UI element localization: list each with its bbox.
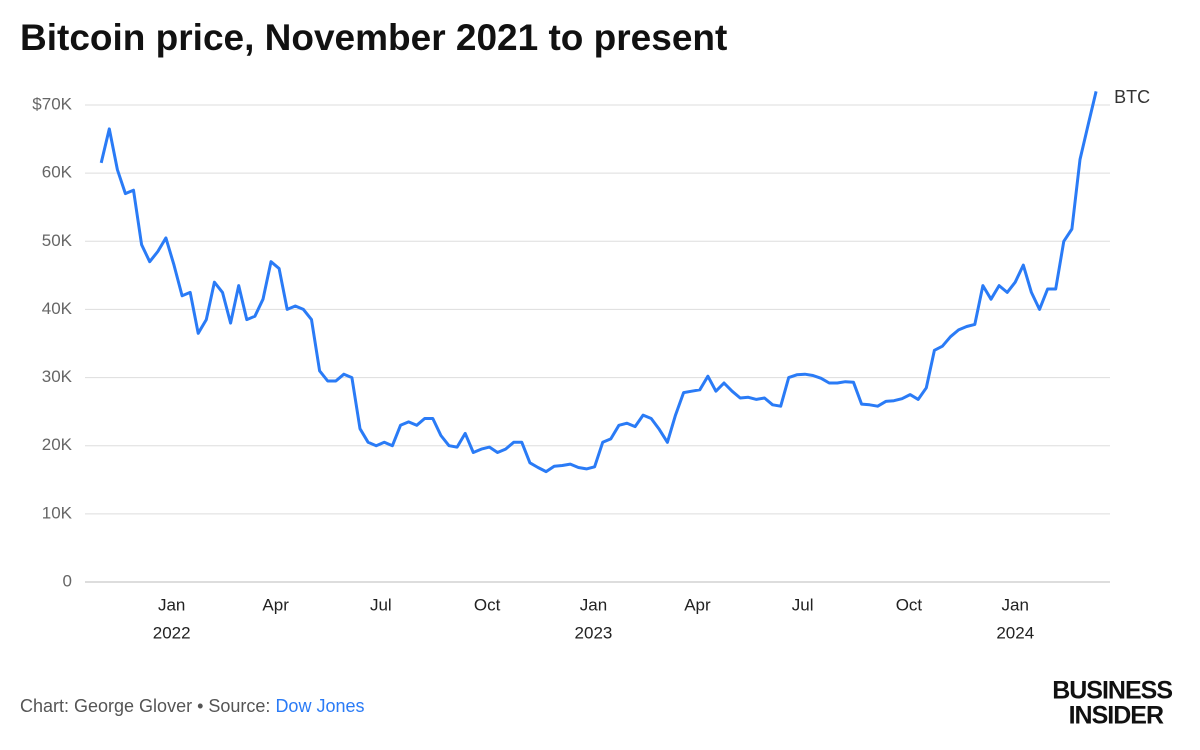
series-label: BTC bbox=[1114, 87, 1150, 107]
logo: INSIDER bbox=[1069, 702, 1164, 730]
y-tick-label: 60K bbox=[42, 163, 73, 182]
chart-title: Bitcoin price, November 2021 to present bbox=[20, 17, 727, 58]
x-tick-label: Oct bbox=[896, 595, 923, 614]
x-tick-label: Apr bbox=[262, 595, 289, 614]
x-year-label: 2024 bbox=[996, 623, 1034, 642]
source-link[interactable]: Dow Jones bbox=[275, 696, 364, 716]
credit-text: Chart: George Glover • Source: bbox=[20, 696, 270, 716]
y-tick-label: 50K bbox=[42, 231, 73, 250]
credit: Chart: George Glover • Source: Dow Jones bbox=[20, 696, 364, 716]
x-year-label: 2023 bbox=[575, 623, 613, 642]
x-tick-label: Oct bbox=[474, 595, 501, 614]
y-tick-label: 40K bbox=[42, 299, 73, 318]
logo: BUSINESS bbox=[1052, 677, 1172, 705]
x-tick-label: Jul bbox=[792, 595, 814, 614]
y-tick-label: 10K bbox=[42, 503, 73, 522]
y-tick-label: $70K bbox=[32, 94, 72, 113]
y-tick-label: 0 bbox=[63, 571, 72, 590]
x-tick-label: Jan bbox=[580, 595, 607, 614]
x-tick-label: Jan bbox=[1002, 595, 1029, 614]
x-tick-label: Apr bbox=[684, 595, 711, 614]
x-year-label: 2022 bbox=[153, 623, 191, 642]
y-tick-label: 30K bbox=[42, 367, 73, 386]
x-tick-label: Jan bbox=[158, 595, 185, 614]
line bbox=[99, 91, 1098, 474]
y-tick-label: 20K bbox=[42, 435, 73, 454]
x-tick-label: Jul bbox=[370, 595, 392, 614]
